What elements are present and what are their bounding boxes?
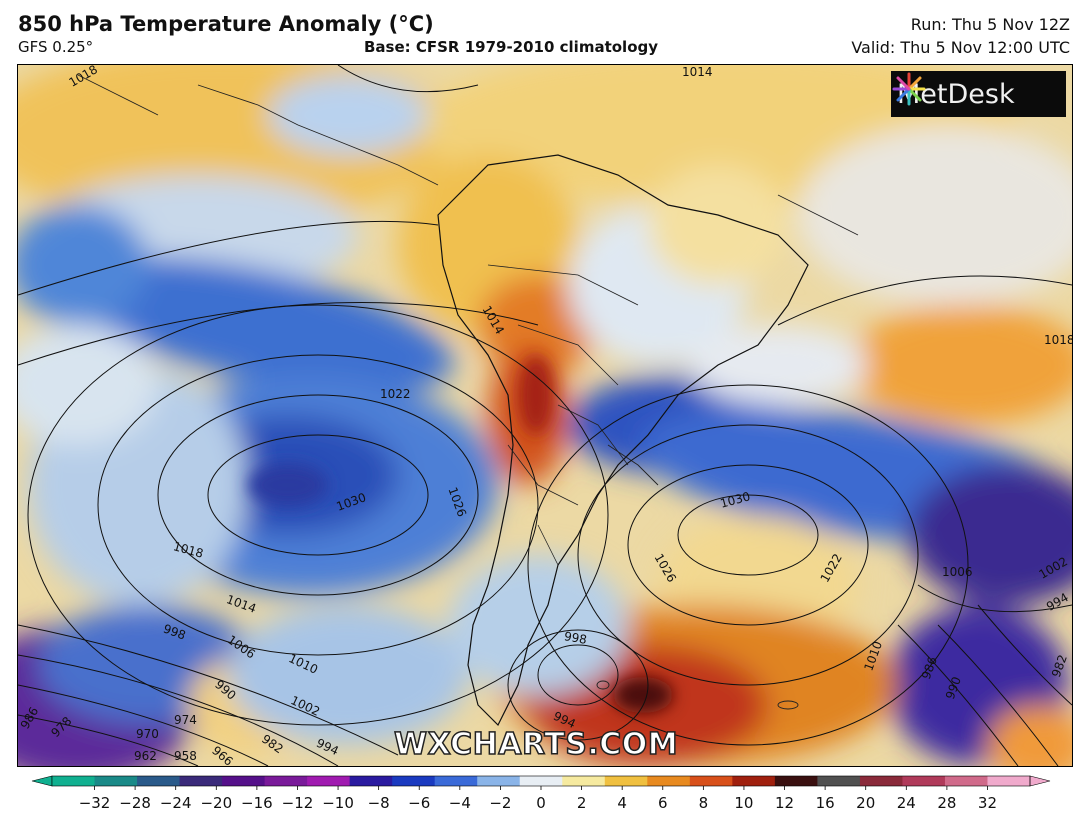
colorbar: −32 −28 −24 −20 −16 −12 −10 −8 −6 −4 −2 0 2 4 6 8 10 12 16… xyxy=(31,775,1051,812)
isobar-label: 974 xyxy=(174,713,197,727)
isobars xyxy=(18,65,1072,766)
colorbar-tick-label: −28 xyxy=(119,794,151,812)
colorbar-cell xyxy=(732,776,776,786)
colorbar-tick-label: −2 xyxy=(489,794,511,812)
colorbar-tick-label: 6 xyxy=(658,794,668,812)
colorbar-cell xyxy=(137,776,181,786)
colorbar-cell xyxy=(349,776,393,786)
isobar-label: 970 xyxy=(136,727,159,741)
colorbar-tick-label: −12 xyxy=(282,794,314,812)
valid-time-label: Valid: Thu 5 Nov 12:00 UTC xyxy=(851,38,1070,57)
watermark: WXCHARTS.COM xyxy=(393,726,679,763)
colorbar-tick-label: −24 xyxy=(160,794,192,812)
colorbar-cell xyxy=(987,776,1031,786)
colorbar-cell xyxy=(604,776,648,786)
colorbar-cell xyxy=(944,776,988,786)
map-canvas xyxy=(18,65,1072,766)
colorbar-tick-label: 20 xyxy=(856,794,875,812)
model-label: GFS 0.25° xyxy=(18,38,94,56)
colorbar-tick-label: 4 xyxy=(617,794,627,812)
colorbar-tick-label: 16 xyxy=(816,794,835,812)
colorbar-cell xyxy=(689,776,733,786)
colorbar-min-arrow xyxy=(31,775,53,787)
isobar-label: 958 xyxy=(174,749,197,763)
colorbar-max-arrow xyxy=(1029,775,1051,787)
colorbar-tick-label: 10 xyxy=(734,794,753,812)
colorbar-cell xyxy=(859,776,903,786)
starburst-logo-icon xyxy=(892,72,926,106)
colorbar-tick-label: 8 xyxy=(699,794,709,812)
colorbar-cell xyxy=(647,776,691,786)
chart-title: 850 hPa Temperature Anomaly (°C) xyxy=(18,12,434,36)
logo-text: MetDesk xyxy=(897,78,1015,110)
colorbar-cell xyxy=(94,776,138,786)
isobar-label: 962 xyxy=(134,749,157,763)
colorbar-tick-label: 32 xyxy=(978,794,997,812)
colorbar-ticks: −32 −28 −24 −20 −16 −12 −10 −8 −6 −4 −2 0 2 4 6 8 10 12 16… xyxy=(79,786,997,812)
colorbar-cell xyxy=(307,776,351,786)
colorbar-cell xyxy=(817,776,861,786)
colorbar-tick-label: −32 xyxy=(79,794,111,812)
colorbar-tick-label: −8 xyxy=(368,794,390,812)
colorbar-tick-label: 28 xyxy=(937,794,956,812)
colorbar-cell xyxy=(179,776,223,786)
colorbar-tick-label: 24 xyxy=(897,794,916,812)
base-climatology-label: Base: CFSR 1979-2010 climatology xyxy=(364,38,659,56)
metdesk-logo: MetDesk xyxy=(891,71,1066,117)
colorbar-tick-label: −4 xyxy=(449,794,471,812)
colorbar-cell xyxy=(519,776,563,786)
colorbar-cell xyxy=(774,776,818,786)
colorbar-tick-label: −6 xyxy=(408,794,430,812)
colorbar-tick-label: 12 xyxy=(775,794,794,812)
colorbar-tick-label: −20 xyxy=(200,794,232,812)
colorbar-cell xyxy=(222,776,266,786)
colorbar-tick-label: −16 xyxy=(241,794,273,812)
colorbar-cell xyxy=(902,776,946,786)
isobar-label: 1014 xyxy=(682,65,713,79)
colorbar-tick-label: 2 xyxy=(577,794,587,812)
colorbar-cell xyxy=(562,776,606,786)
colorbar-tick-label: −10 xyxy=(322,794,354,812)
isobar-label: 1006 xyxy=(942,565,973,579)
colorbar-cell xyxy=(392,776,436,786)
colorbar-tick-label: 0 xyxy=(536,794,546,812)
anomaly-map[interactable]: 1014 1022 1030 1026 1018 1014 998 1006 1… xyxy=(17,64,1073,767)
colorbar-cell xyxy=(52,776,96,786)
run-time-label: Run: Thu 5 Nov 12Z xyxy=(910,15,1070,34)
isobar-label: 1018 xyxy=(1044,333,1073,347)
colorbar-cells xyxy=(31,775,1051,787)
colorbar-cell xyxy=(264,776,308,786)
coastlines xyxy=(77,74,859,710)
isobar-label: 1022 xyxy=(380,387,411,401)
colorbar-cell xyxy=(477,776,521,786)
colorbar-cell xyxy=(434,776,478,786)
